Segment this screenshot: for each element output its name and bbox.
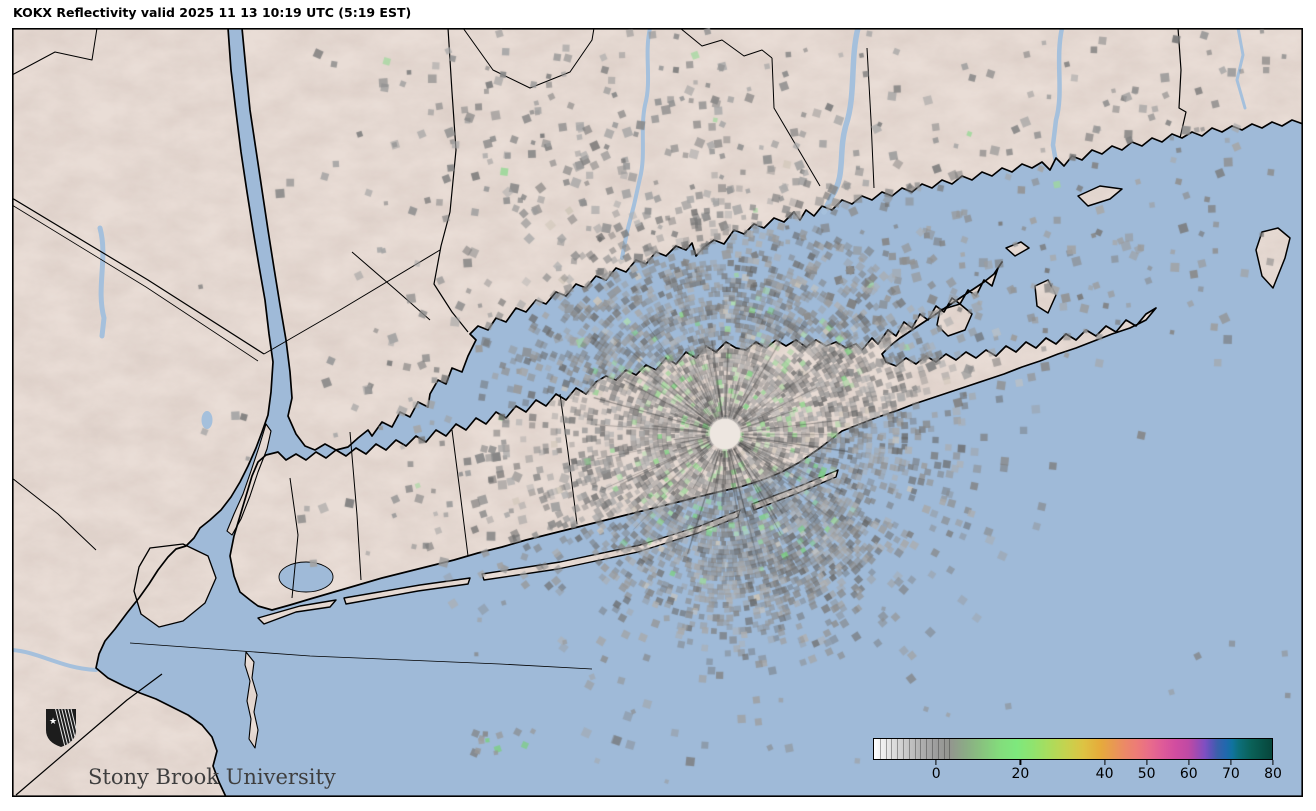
sbu-shield-icon: ★ (46, 709, 76, 747)
colorbar-tick-mark (1272, 760, 1274, 765)
colorbar-step-line (908, 739, 910, 759)
colorbar-tick-label: 40 (1095, 766, 1114, 782)
colorbar-tick-label: 20 (1011, 766, 1030, 782)
colorbar-step-line (920, 739, 922, 759)
map-area (12, 28, 1303, 797)
radar-clutter-canvas (12, 28, 1303, 797)
colorbar-step-line (937, 739, 939, 759)
colorbar-tick-mark (935, 760, 937, 765)
colorbar-step-line (949, 739, 951, 759)
sbu-logo-text: Stony Brook University School of Marine … (88, 724, 336, 811)
colorbar-step-line (903, 739, 904, 759)
colorbar-step-line (885, 739, 887, 759)
colorbar-step-line (897, 739, 899, 759)
colorbar-step-lines (874, 739, 1272, 759)
colorbar-step-line (914, 739, 916, 759)
colorbar-gradient (874, 739, 1272, 759)
colorbar (873, 738, 1273, 760)
colorbar-step-line (926, 739, 928, 759)
colorbar-tick-label: 70 (1221, 766, 1240, 782)
colorbar-tick-mark (1103, 760, 1106, 765)
colorbar-step-line (879, 739, 881, 759)
colorbar-tick-mark (1188, 760, 1190, 765)
colorbar-step-line (931, 739, 933, 759)
colorbar-step-line (943, 739, 945, 759)
figure-title: KOKX Reflectivity valid 2025 11 13 10:19… (13, 5, 412, 20)
colorbar-tick-label: 60 (1179, 766, 1198, 782)
colorbar-tick-label: 0 (931, 766, 941, 782)
colorbar-tick-mark (1019, 760, 1021, 765)
colorbar-tick-mark (1146, 760, 1148, 765)
sbu-line1: Stony Brook University (88, 765, 336, 789)
colorbar-tick-label: 50 (1137, 766, 1156, 782)
colorbar-ticks: 0 20 40 50 60 70 80 (873, 760, 1282, 790)
colorbar-tick-label: 80 (1264, 766, 1282, 782)
colorbar-tick-mark (1230, 760, 1232, 765)
colorbar-step-line (891, 739, 893, 759)
svg-text:★: ★ (49, 717, 57, 727)
sbu-logo: ★ Stony Brook University School of Marin… (44, 708, 336, 811)
